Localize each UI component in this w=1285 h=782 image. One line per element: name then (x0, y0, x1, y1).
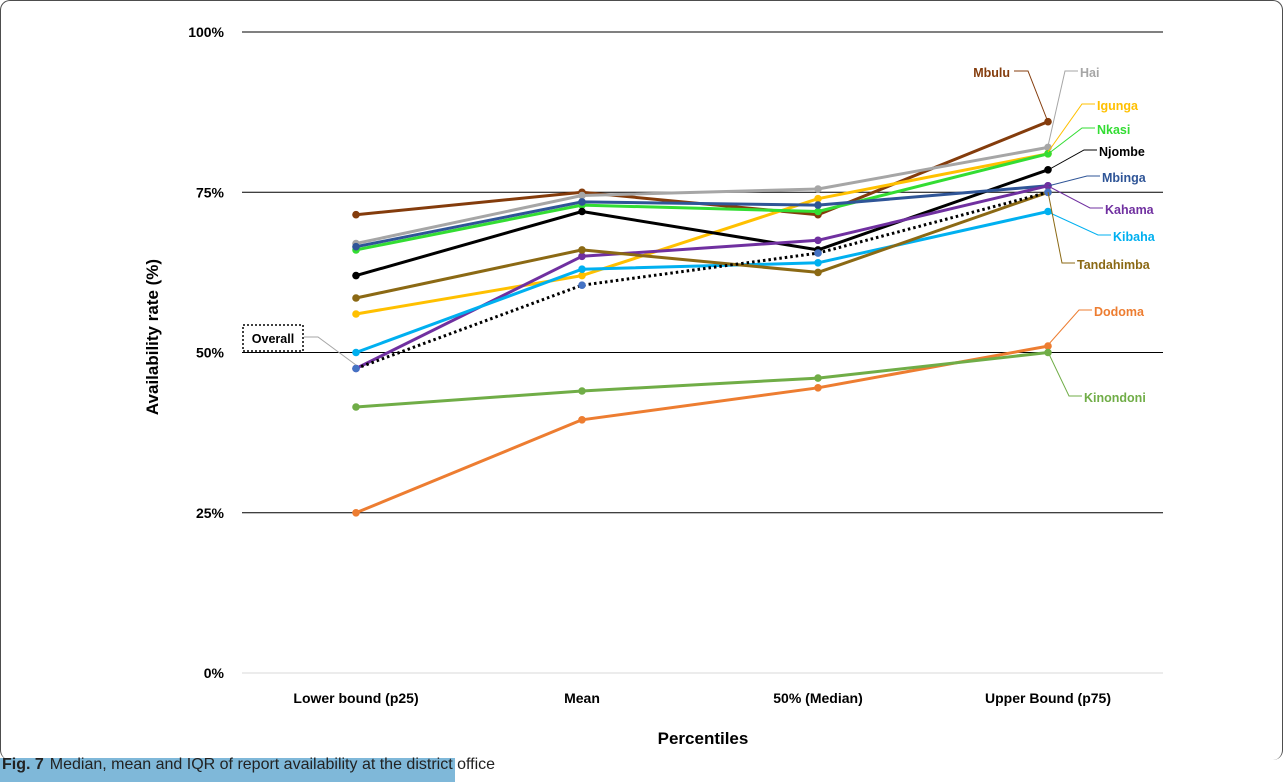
point-overall-2 (578, 281, 586, 290)
point-njombe-1 (352, 271, 360, 280)
label-leader-kahama (1047, 185, 1103, 209)
point-kibaha-4 (1044, 207, 1052, 216)
point-tandahimba-1 (352, 294, 360, 302)
series-label-nkasi: Nkasi (1097, 123, 1130, 137)
label-leader-tandahimba (1047, 191, 1075, 264)
label-leader-mbulu (1014, 70, 1049, 123)
point-overall-1 (352, 364, 360, 373)
point-igunga-1 (352, 310, 360, 318)
series-label-mbulu: Mbulu (973, 66, 1010, 80)
series-line-mbinga (355, 184, 1049, 249)
point-tandahimba-2 (578, 246, 586, 254)
series-line-nkasi (355, 152, 1049, 252)
point-igunga-2 (578, 271, 586, 280)
point-mbinga-2 (578, 198, 586, 206)
y-tick-label-100: 100% (188, 24, 224, 40)
series-label-dodoma: Dodoma (1094, 305, 1145, 319)
label-leader-nkasi (1047, 127, 1095, 155)
point-njombe-2 (578, 207, 586, 216)
point-dodoma-3 (814, 384, 822, 392)
label-leader-dodoma (1047, 309, 1092, 346)
label-leader-hai (1047, 70, 1078, 147)
x-tick-label-upper-bound-p75: Upper Bound (p75) (985, 690, 1111, 706)
point-kibaha-1 (352, 348, 360, 357)
series-label-kinondoni: Kinondoni (1084, 391, 1146, 405)
label-leader-igunga (1047, 103, 1095, 153)
series-label-overall: Overall (252, 332, 294, 346)
point-kibaha-2 (578, 265, 586, 274)
y-axis-title: Availability rate (%) (143, 259, 162, 415)
x-tick-label-50-median: 50% (Median) (773, 690, 862, 706)
figure-caption: Fig. 7 Median, mean and IQR of report ava… (2, 756, 495, 774)
y-tick-label-0: 0% (204, 665, 225, 681)
point-kahama-2 (578, 252, 586, 261)
series-label-kibaha: Kibaha (1113, 230, 1156, 244)
x-axis-title: Percentiles (658, 729, 749, 748)
label-leader-overall (304, 336, 357, 366)
label-leader-kibaha (1047, 211, 1111, 236)
point-dodoma-2 (578, 416, 586, 424)
x-tick-label-lower-bound-p25: Lower bound (p25) (293, 690, 418, 706)
series-line-hai (355, 145, 1049, 245)
series-line-dodoma (355, 344, 1049, 515)
series-label-mbinga: Mbinga (1102, 171, 1147, 185)
point-hai-3 (814, 185, 822, 193)
line-chart: 0% 25% 50% 75% 100% Lower bound (p25) Mean 50% … (143, 24, 1163, 748)
series-label-hai: Hai (1080, 66, 1099, 80)
point-dodoma-4 (1044, 342, 1052, 350)
label-leader-kinondoni (1047, 351, 1082, 397)
y-tick-label-75: 75% (196, 184, 225, 200)
caption-highlight (0, 758, 455, 782)
x-tick-label-mean: Mean (564, 690, 600, 706)
point-nkasi-3 (814, 207, 822, 216)
point-igunga-3 (814, 194, 822, 203)
series-line-kinondoni (355, 351, 1049, 409)
series-line-tandahimba (355, 190, 1049, 300)
point-mbinga-3 (814, 201, 822, 209)
figure-label: Fig. 7 (2, 756, 44, 773)
series-line-igunga (355, 152, 1049, 316)
point-kibaha-3 (814, 259, 822, 267)
point-tandahimba-3 (814, 268, 822, 277)
point-hai-2 (578, 191, 586, 200)
caption-text: Median, mean and IQR of report availabil… (49, 756, 496, 773)
series-line-mbulu (355, 120, 1049, 217)
label-leader-mbinga (1047, 175, 1100, 187)
point-kinondoni-3 (814, 374, 822, 382)
point-mbinga-1 (352, 242, 360, 251)
series-line-kibaha (355, 210, 1049, 354)
y-tick-label-25: 25% (196, 505, 225, 521)
series-label-tandahimba: Tandahimba (1077, 258, 1151, 272)
figure-frame (0, 0, 1283, 760)
series-label-igunga: Igunga (1097, 99, 1139, 113)
point-mbulu-1 (352, 210, 360, 219)
series-label-kahama: Kahama (1105, 203, 1155, 217)
series-label-njombe: Njombe (1099, 145, 1145, 159)
y-tick-label-50: 50% (196, 345, 225, 361)
series-line-njombe (355, 168, 1049, 278)
point-overall-3 (814, 249, 822, 257)
point-kinondoni-1 (352, 403, 360, 411)
point-dodoma-1 (352, 509, 360, 517)
series-line-overall (355, 190, 1049, 370)
label-leader-njombe (1047, 149, 1097, 171)
overall-label-box (242, 324, 304, 352)
point-kahama-3 (814, 236, 822, 245)
point-kinondoni-2 (578, 387, 586, 395)
